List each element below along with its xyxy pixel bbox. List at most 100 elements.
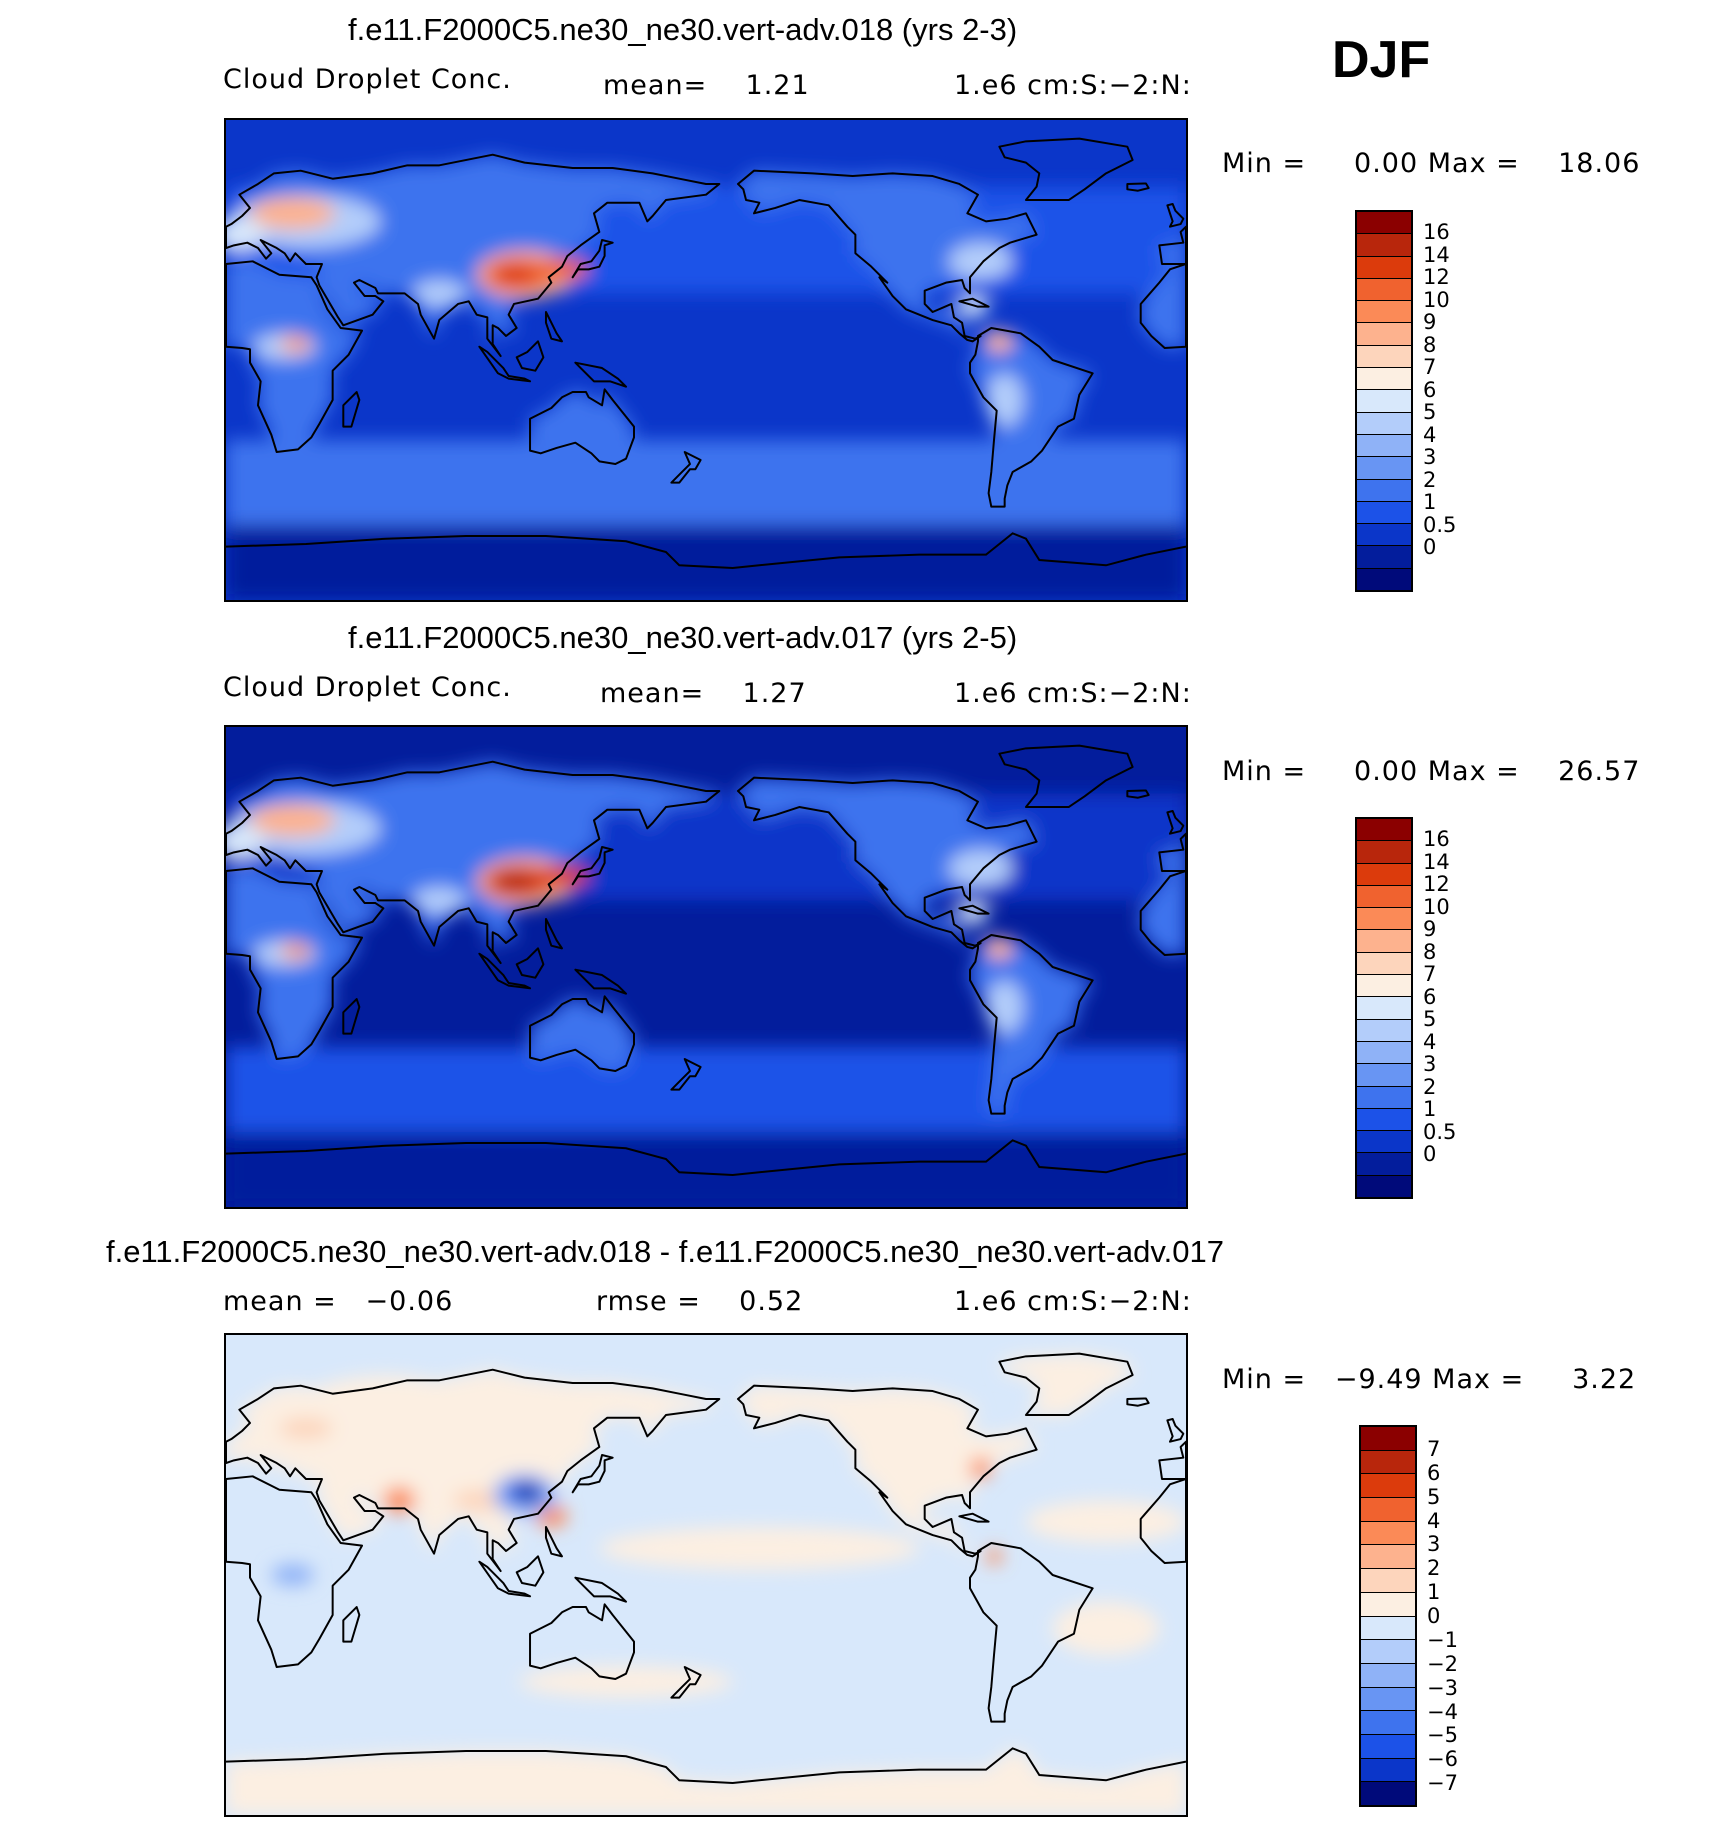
colorbar-tick-label: 3 [1423, 1052, 1437, 1077]
colorbar-swatch [1361, 1474, 1415, 1499]
colorbar-tick-label: 16 [1423, 827, 1450, 852]
colorbar-tick-label: 10 [1423, 894, 1450, 919]
colorbar-tick-label: −7 [1427, 1771, 1458, 1796]
colorbar-tick-label: 3 [1423, 445, 1437, 470]
panel-2-mean-label: mean= 1.27 [600, 678, 807, 709]
colorbar-tick-label: −2 [1427, 1651, 1458, 1676]
colorbar-swatch [1357, 412, 1411, 435]
panel-1-title: f.e11.F2000C5.ne30_ne30.vert-adv.018 (yr… [348, 12, 1018, 47]
colorbar-tick-label: 1 [1423, 490, 1437, 515]
colorbar-tick-label: 4 [1427, 1508, 1441, 1533]
season-label: DJF [1332, 31, 1431, 89]
colorbar-tick-label: 5 [1427, 1484, 1441, 1509]
colorbar-swatch [1357, 368, 1411, 391]
colorbar-swatch [1357, 546, 1411, 569]
colorbar-swatch [1357, 278, 1411, 302]
colorbar-tick-label: 0 [1423, 535, 1437, 560]
colorbar-tick-label: 0 [1423, 1142, 1437, 1167]
colorbar-swatch [1357, 1153, 1411, 1176]
panel-3-mean-label: mean = −0.06 [223, 1286, 454, 1317]
colorbar-swatch [1361, 1616, 1415, 1641]
colorbar-tick-label: 0.5 [1423, 1119, 1457, 1144]
colorbar-tick-label: 4 [1423, 422, 1437, 447]
colorbar-tick-label: 10 [1423, 287, 1450, 312]
colorbar-swatch [1357, 819, 1411, 842]
colorbar-tick-label: 12 [1423, 872, 1450, 897]
colorbar-swatch [1357, 524, 1411, 547]
colorbar-swatch [1357, 434, 1411, 458]
colorbar-tick-label: 2 [1423, 1074, 1437, 1099]
colorbar-tick-label: 7 [1423, 962, 1437, 987]
colorbar-tick-label: 0.5 [1423, 512, 1457, 537]
colorbar-swatch [1361, 1640, 1415, 1664]
colorbar-tick-label: 5 [1423, 400, 1437, 425]
colorbar-swatch [1361, 1521, 1415, 1546]
colorbar-swatch [1357, 1019, 1411, 1042]
colorbar-swatch [1357, 1131, 1411, 1154]
colorbar-swatch [1361, 1450, 1415, 1475]
colorbar-tick-label: 6 [1423, 984, 1437, 1009]
colorbar-tick-label: 4 [1423, 1029, 1437, 1054]
colorbar-tick-label: −1 [1427, 1627, 1458, 1652]
colorbar-swatch [1361, 1427, 1415, 1451]
colorbar-swatch [1357, 1041, 1411, 1065]
panel-3-colorbar [1359, 1425, 1417, 1807]
panel-2-units-label: 1.e6 cm:S:−2:N: [954, 678, 1192, 709]
colorbar-swatch [1361, 1782, 1415, 1805]
panel-1-map [224, 118, 1188, 602]
colorbar-swatch [1357, 975, 1411, 998]
panel-3-minmax: Min = −9.49 Max = 3.22 [1222, 1364, 1637, 1395]
colorbar-tick-label: 3 [1427, 1532, 1441, 1557]
colorbar-swatch [1357, 1064, 1411, 1087]
colorbar-tick-label: 2 [1423, 467, 1437, 492]
colorbar-swatch [1361, 1758, 1415, 1783]
colorbar-tick-label: 6 [1423, 377, 1437, 402]
panel-2-colorbar [1355, 817, 1413, 1199]
colorbar-tick-label: −4 [1427, 1699, 1458, 1724]
colorbar-tick-label: 16 [1423, 220, 1450, 245]
panel-1-colorbar [1355, 210, 1413, 592]
colorbar-tick-label: 8 [1423, 332, 1437, 357]
colorbar-tick-label: 1 [1423, 1097, 1437, 1122]
colorbar-tick-label: 0 [1427, 1604, 1441, 1628]
colorbar-tick-label: 14 [1423, 242, 1450, 267]
panel-2-left-label: Cloud Droplet Conc. [223, 672, 512, 703]
colorbar-swatch [1357, 863, 1411, 886]
colorbar-swatch [1361, 1592, 1415, 1617]
colorbar-swatch [1357, 323, 1411, 346]
colorbar-swatch [1357, 390, 1411, 413]
colorbar-swatch [1357, 1175, 1411, 1198]
colorbar-swatch [1361, 1498, 1415, 1522]
colorbar-swatch [1357, 457, 1411, 480]
panel-2-map [224, 725, 1188, 1209]
colorbar-swatch [1361, 1734, 1415, 1759]
colorbar-swatch [1357, 212, 1411, 235]
colorbar-tick-label: −3 [1427, 1675, 1458, 1700]
colorbar-swatch [1357, 908, 1411, 931]
colorbar-swatch [1361, 1663, 1415, 1688]
colorbar-swatch [1357, 568, 1411, 591]
colorbar-tick-label: 14 [1423, 849, 1450, 874]
colorbar-swatch [1357, 479, 1411, 502]
colorbar-swatch [1357, 1108, 1411, 1132]
panel-1-left-label: Cloud Droplet Conc. [223, 64, 512, 95]
colorbar-tick-label: 8 [1423, 939, 1437, 964]
colorbar-tick-label: 7 [1427, 1436, 1441, 1461]
colorbar-tick-label: 12 [1423, 265, 1450, 290]
panel-3-map [224, 1333, 1188, 1817]
colorbar-tick-label: 1 [1427, 1580, 1441, 1605]
colorbar-swatch [1357, 345, 1411, 369]
colorbar-tick-label: 6 [1427, 1460, 1441, 1485]
panel-2-minmax: Min = 0.00 Max = 26.57 [1222, 756, 1641, 787]
colorbar-swatch [1361, 1711, 1415, 1735]
panel-1-units-label: 1.e6 cm:S:−2:N: [954, 70, 1192, 101]
colorbar-swatch [1357, 952, 1411, 976]
colorbar-tick-label: 2 [1427, 1556, 1441, 1581]
colorbar-swatch [1357, 1086, 1411, 1109]
panel-3-rmse-label: rmse = 0.52 [596, 1286, 804, 1317]
colorbar-swatch [1357, 256, 1411, 279]
panel-1-mean-label: mean= 1.21 [603, 70, 810, 101]
colorbar-tick-label: −5 [1427, 1723, 1458, 1748]
panel-1-minmax: Min = 0.00 Max = 18.06 [1222, 148, 1641, 179]
panel-3-title: f.e11.F2000C5.ne30_ne30.vert-adv.018 - f… [106, 1234, 1224, 1269]
